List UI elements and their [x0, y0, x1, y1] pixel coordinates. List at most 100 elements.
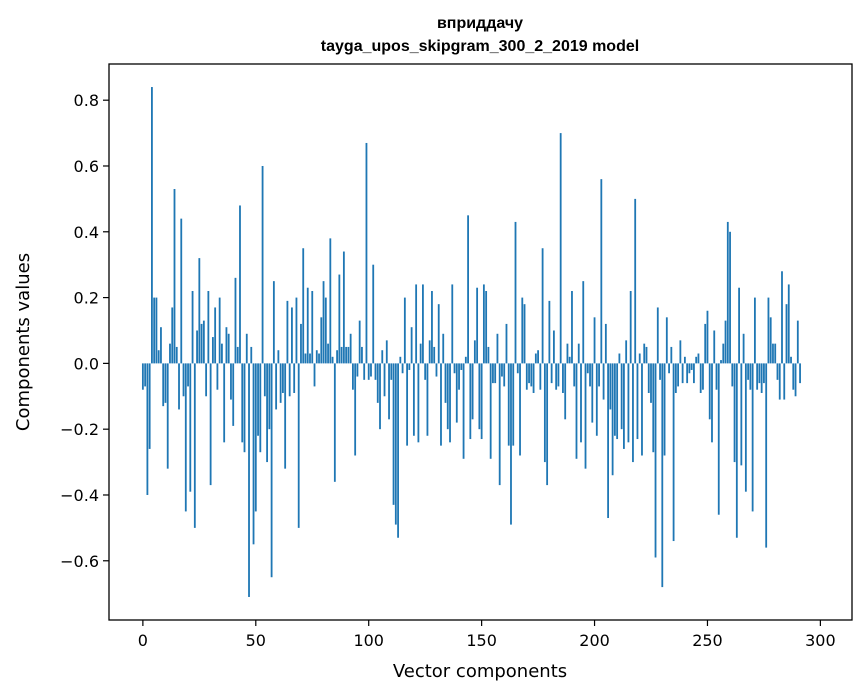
bar	[426, 363, 429, 436]
bar	[575, 363, 578, 459]
bar	[234, 277, 237, 364]
bar	[263, 363, 266, 397]
bar	[735, 363, 738, 538]
bar	[363, 363, 366, 380]
bar	[189, 363, 192, 492]
bar	[645, 346, 648, 364]
bar	[376, 363, 379, 403]
bar	[331, 356, 334, 364]
bar	[428, 340, 431, 364]
bar	[399, 356, 402, 364]
bar	[695, 356, 698, 364]
bar	[623, 363, 625, 449]
bar	[620, 363, 623, 430]
bar	[654, 363, 657, 558]
bar	[753, 297, 756, 364]
bar	[342, 251, 345, 364]
bar	[160, 327, 162, 364]
bar	[729, 231, 731, 364]
bar	[489, 363, 492, 459]
bar	[245, 333, 248, 364]
bar	[541, 248, 544, 364]
bar	[571, 291, 573, 364]
bar	[582, 281, 585, 364]
bar	[485, 291, 488, 364]
bar	[397, 363, 399, 538]
bar	[525, 363, 528, 390]
bar	[293, 363, 296, 393]
bar	[458, 363, 460, 390]
bar	[796, 320, 799, 364]
bar	[681, 363, 684, 384]
bar	[706, 310, 709, 364]
bar	[272, 281, 275, 364]
chart-title: вприддачу	[437, 15, 523, 32]
bar	[180, 218, 183, 364]
bar	[392, 363, 395, 505]
bar	[595, 363, 598, 436]
bar	[607, 363, 609, 519]
bar	[794, 363, 797, 397]
bar	[320, 317, 323, 364]
bar	[510, 363, 512, 525]
bar	[573, 363, 576, 387]
bar	[390, 363, 393, 380]
bar	[230, 363, 232, 400]
bar	[546, 363, 549, 486]
x-tick-label: 0	[138, 631, 148, 650]
bar	[467, 215, 469, 364]
bar	[227, 333, 230, 364]
bar	[781, 271, 783, 364]
bar	[593, 317, 596, 364]
bar	[388, 363, 390, 420]
bar	[270, 363, 273, 578]
bar	[162, 363, 165, 407]
bar	[580, 363, 582, 443]
bar	[591, 363, 594, 423]
bar	[257, 363, 259, 436]
bar	[324, 297, 327, 364]
bar	[702, 363, 704, 390]
bar	[600, 179, 603, 364]
bar	[505, 323, 508, 364]
bar	[309, 353, 311, 364]
bar	[243, 363, 246, 453]
bar	[254, 363, 257, 512]
bar	[223, 363, 226, 443]
bar	[444, 363, 447, 403]
bar	[356, 363, 359, 377]
bar	[261, 165, 264, 364]
bar	[453, 363, 456, 374]
bar	[625, 340, 628, 364]
bar	[557, 363, 560, 387]
x-axis-ticks: 0 50 100 150 200 250 300	[138, 620, 836, 650]
bar	[577, 343, 580, 364]
bar	[751, 363, 754, 512]
bar	[455, 363, 458, 423]
bar	[259, 363, 262, 453]
bar	[352, 363, 354, 390]
bar	[566, 343, 569, 364]
bar	[401, 363, 404, 374]
bar	[394, 363, 397, 525]
bar	[295, 297, 298, 364]
bar	[451, 284, 454, 364]
bar	[760, 363, 763, 393]
bar	[756, 363, 759, 390]
bar	[327, 343, 329, 364]
bar	[383, 363, 386, 397]
bar	[300, 323, 302, 364]
bar	[720, 360, 722, 364]
bar	[778, 363, 781, 400]
bar	[340, 346, 343, 364]
bar	[598, 363, 600, 387]
bar	[252, 363, 255, 545]
bar	[749, 363, 752, 390]
bar	[530, 363, 533, 387]
bar	[774, 343, 777, 364]
bar	[611, 363, 614, 476]
bar	[424, 363, 427, 380]
bar	[609, 363, 612, 410]
bar	[169, 343, 171, 364]
bar	[674, 363, 677, 393]
